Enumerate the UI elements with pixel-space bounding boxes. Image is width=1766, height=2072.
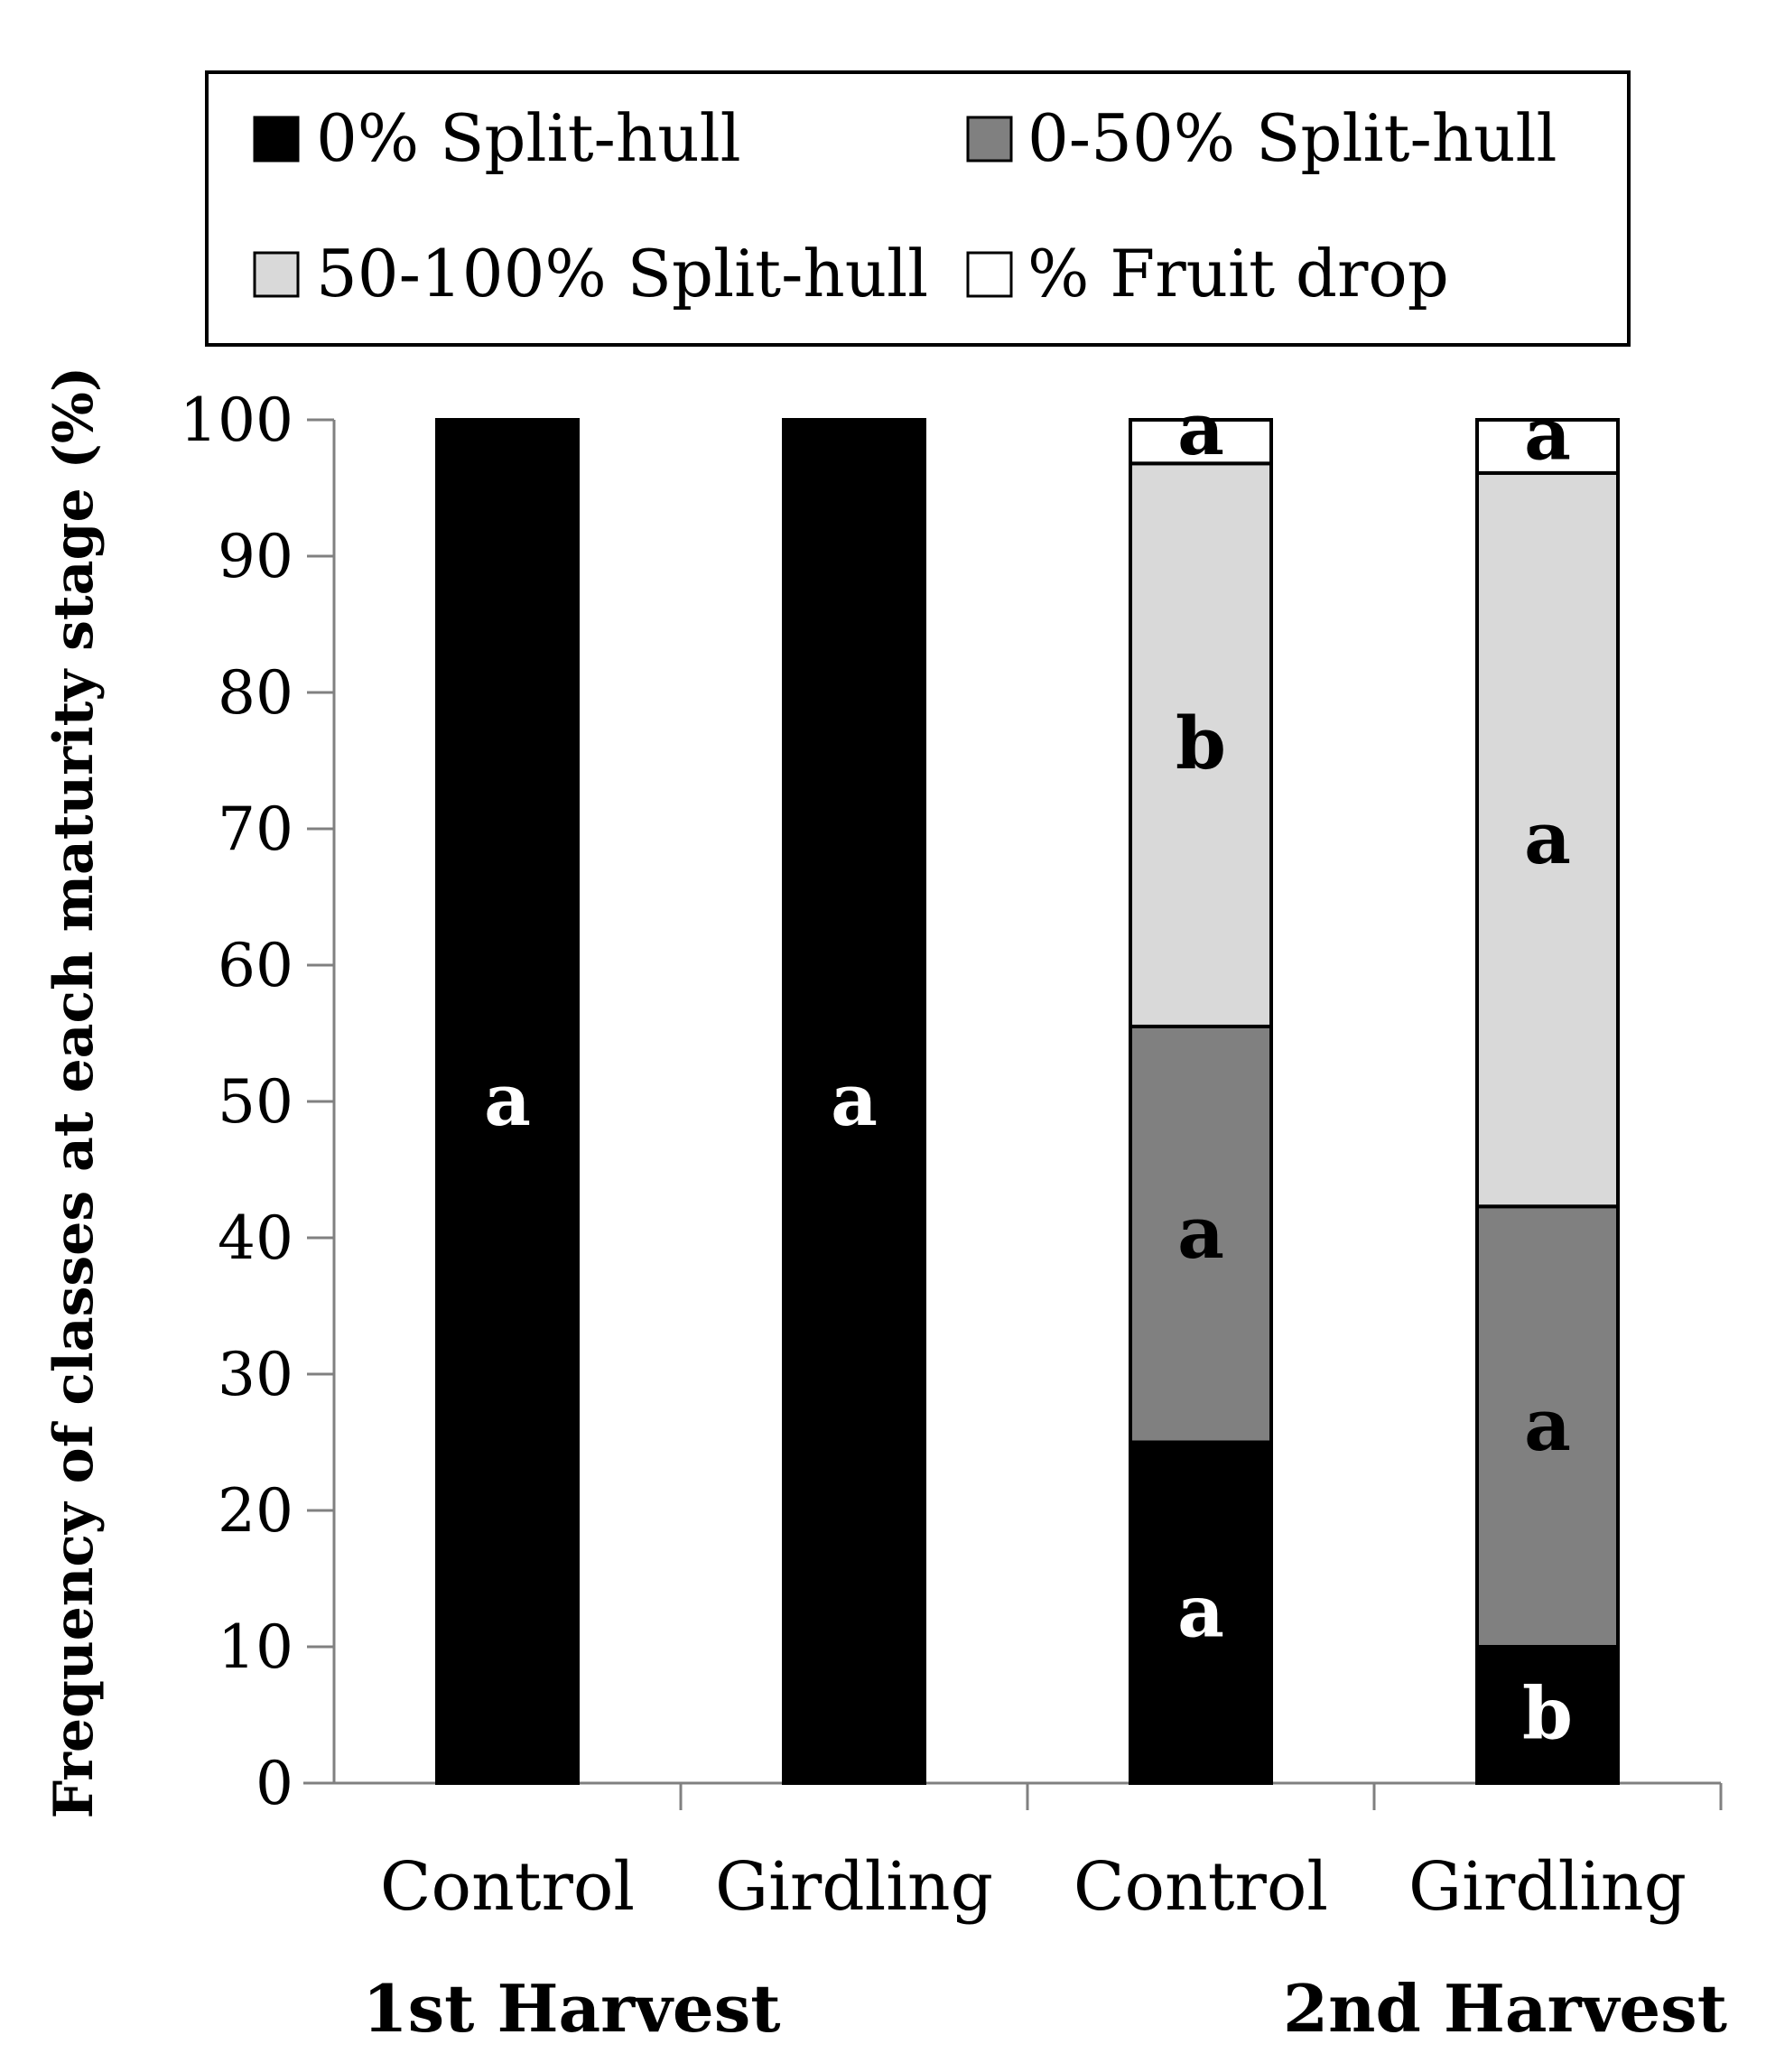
group-label-1st-harvest: 1st Harvest	[362, 1970, 780, 2047]
y-tick-label: 20	[218, 1476, 293, 1546]
significance-letter: b	[1176, 701, 1226, 785]
bar-segment	[435, 418, 580, 1785]
category-label-0: Control	[380, 1848, 635, 1926]
legend-swatch-2	[253, 251, 300, 298]
significance-letter: a	[1524, 1382, 1571, 1467]
legend-label-2: 50-100% Split-hull	[316, 236, 928, 311]
significance-letter: a	[831, 1057, 878, 1142]
bar-segment	[1129, 1440, 1273, 1785]
bar-segment	[1129, 461, 1273, 1028]
y-tick-label: 50	[218, 1067, 293, 1137]
y-tick-label: 80	[218, 658, 293, 728]
y-tick-label: 10	[218, 1612, 293, 1682]
bar-segment	[1475, 1204, 1620, 1649]
y-tick-label: 90	[218, 522, 293, 591]
significance-letter: a	[1177, 386, 1224, 471]
y-axis-title: Frequency of classes at each maturity st…	[42, 367, 106, 1819]
bar-segment	[1129, 1024, 1273, 1445]
y-tick-label: 100	[180, 386, 293, 455]
y-ticks: 0 10 20 30 40 50 60 70 80 90 100	[180, 386, 334, 1818]
y-tick-label: 60	[218, 931, 293, 1000]
significance-letter: b	[1522, 1671, 1573, 1756]
legend-box	[205, 70, 1631, 347]
bars	[435, 418, 1620, 1785]
legend: 0% Split-hull 0-50% Split-hull 50-100% S…	[205, 70, 1631, 347]
legend-swatch-0	[253, 116, 300, 163]
significance-letter: a	[1524, 391, 1571, 476]
significance-letter: a	[1177, 1190, 1224, 1275]
bar-segment	[1475, 418, 1620, 475]
bar-segment	[1475, 1645, 1620, 1785]
y-tick-label: 70	[218, 794, 293, 864]
bar-segment	[1129, 418, 1273, 466]
y-tick-label: 40	[218, 1203, 293, 1273]
y-tick-label: 0	[256, 1749, 293, 1818]
bar-segment	[782, 418, 926, 1785]
significance-letter: a	[484, 1057, 531, 1142]
category-label-2: Control	[1074, 1848, 1328, 1926]
legend-label-0: 0% Split-hull	[316, 100, 741, 176]
legend-swatch-1	[966, 116, 1013, 163]
significance-letter: a	[1524, 795, 1571, 880]
legend-label-1: 0-50% Split-hull	[1027, 100, 1557, 176]
group-label-2nd-harvest: 2nd Harvest	[1283, 1970, 1727, 2047]
category-label-1: Girdling	[715, 1848, 993, 1926]
y-tick-label: 30	[218, 1340, 293, 1409]
significance-letters: a a a a b a b a a a	[484, 386, 1573, 1755]
legend-label-3: % Fruit drop	[1027, 236, 1449, 311]
bar-segment	[1475, 470, 1620, 1209]
category-label-3: Girdling	[1408, 1848, 1687, 1926]
x-dividers	[679, 1783, 1723, 1810]
significance-letter: a	[1177, 1568, 1224, 1653]
legend-swatch-3	[966, 251, 1013, 298]
